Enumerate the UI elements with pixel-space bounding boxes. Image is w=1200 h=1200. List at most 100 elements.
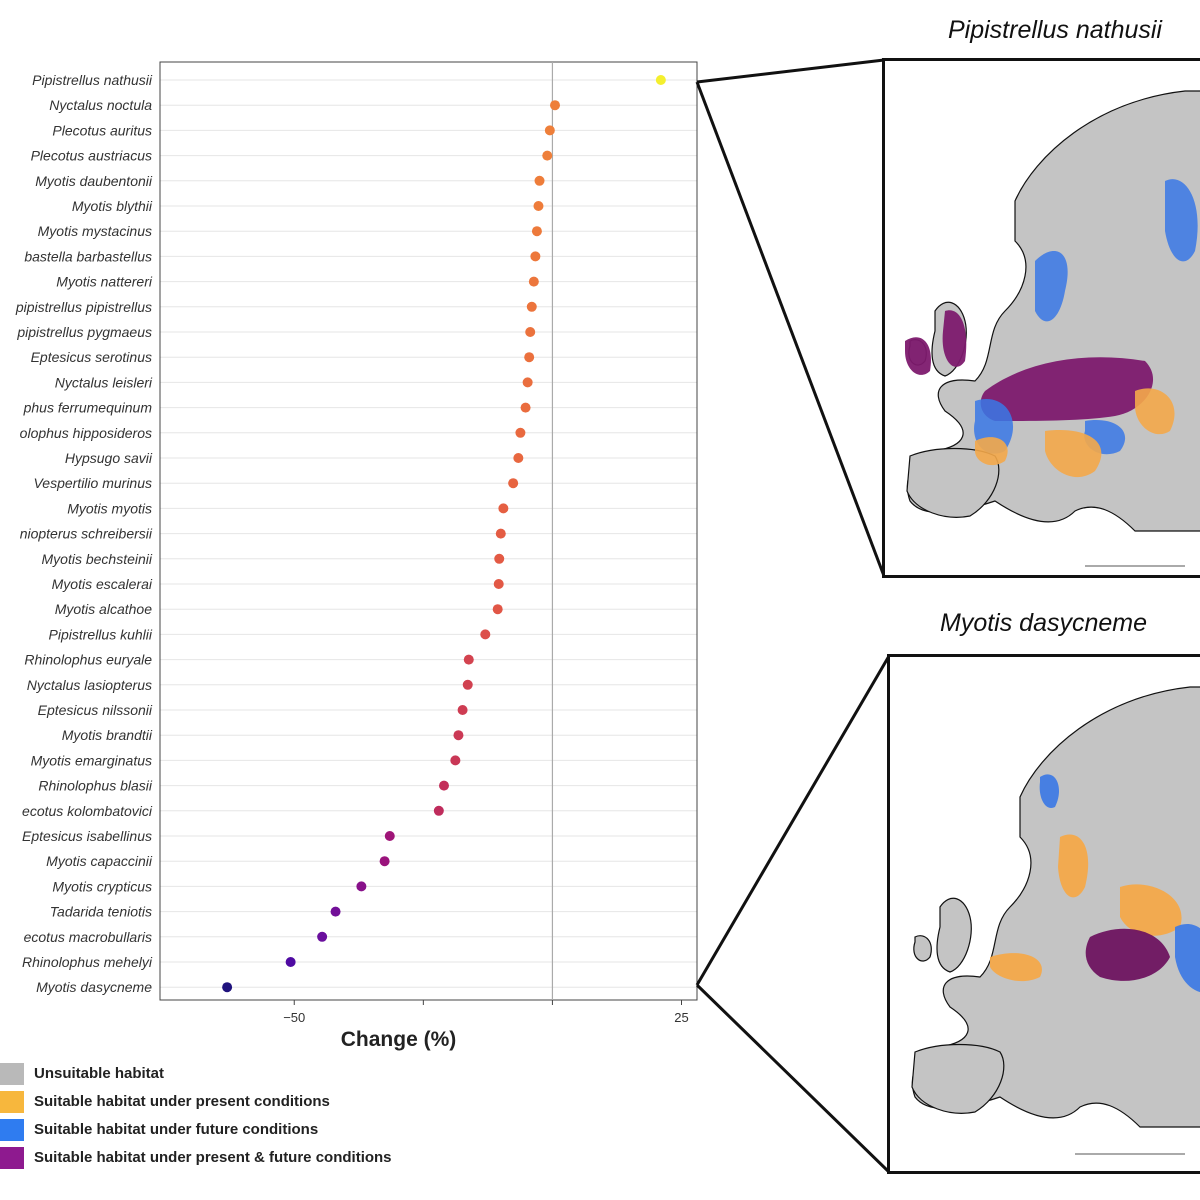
species-label: Pipistrellus kuhlii [49,626,153,642]
data-point [533,201,544,211]
species-label: Eptesicus serotinus [31,349,152,365]
species-labels: Pipistrellus nathusii Nyctalus noctula Ple… [15,72,153,995]
habitat-orange [975,388,1175,478]
habitat-blue [974,179,1198,455]
species-label: Myotis dasycneme [36,979,152,995]
data-point [525,327,536,337]
data-point [513,453,524,463]
data-point [438,780,449,791]
species-label: ecotus kolombatovici [22,803,153,819]
species-label: Myotis alcathoe [55,601,152,617]
map-title-bottom: Myotis dasycneme [940,609,1148,637]
species-label: pipistrellus pipistrellus [15,299,152,315]
data-point [494,553,505,564]
habitat-blue [1039,774,1200,993]
data-point [544,125,555,136]
species-label: Tadarida teniotis [50,904,152,920]
x-tick-label: −50 [283,1010,305,1025]
data-point [495,528,506,539]
species-label: pipistrellus pygmaeus [16,324,152,340]
species-label: Vespertilio murinus [33,475,152,491]
species-label: Myotis crypticus [52,878,152,894]
data-points [222,75,666,993]
species-label: Plecotus auritus [52,122,152,138]
data-point [480,629,491,640]
x-axis-ticks: −50 25 [283,1000,689,1025]
connector-bottom-upper [695,655,891,986]
iberia [911,1043,1005,1114]
data-point [515,427,526,438]
iberia [906,447,1000,518]
data-point [330,906,341,917]
data-point [433,805,444,816]
species-label: Myotis nattereri [56,274,153,290]
species-label: Myotis brandtii [62,727,153,743]
europe-map-top [905,90,1200,567]
species-label: Myotis emarginatus [31,752,152,768]
species-label: Myotis daubentonii [35,173,153,189]
data-point [317,931,328,942]
data-point [285,957,296,967]
species-label: Rhinolophus euryale [24,652,152,668]
data-point [457,705,468,715]
species-label: Myotis capaccinii [46,853,153,869]
connector-top-lower [695,81,886,577]
legend-label: Suitable habitat under present & future … [34,1149,392,1166]
species-label: ecotus macrobullaris [24,929,152,945]
species-label: niopterus schreibersii [20,526,153,542]
data-point [526,301,537,312]
x-tick-label: 25 [674,1010,688,1025]
europe-map-bottom [911,686,1200,1155]
map-title-top: Pipistrellus nathusii [948,16,1162,44]
data-point [520,402,531,413]
data-point [356,881,367,892]
species-label: Rhinolophus blasii [38,778,153,794]
legend-label: Suitable habitat under future conditions [34,1121,319,1138]
legend-label: Unsuitable habitat [34,1065,165,1082]
habitat-purple [905,310,1154,421]
data-point [508,478,519,489]
data-point [522,377,533,388]
data-point [492,604,503,615]
legend-label: Suitable habitat under present condition… [34,1093,330,1110]
species-label: bastella barbastellus [24,248,152,264]
data-point [493,579,504,589]
species-label: Eptesicus nilssonii [38,702,153,718]
data-point [222,982,233,993]
species-label: phus ferrumequinum [23,400,153,416]
legend-swatch-blue [0,1119,24,1141]
species-label: Nyctalus lasiopterus [27,677,152,693]
plot-border [159,61,698,1001]
species-label: Myotis escalerai [52,576,153,592]
data-point [450,755,461,766]
data-point [498,503,509,514]
map-myotis-dasycneme [887,654,1200,1174]
data-point [550,100,561,111]
gridlines [160,79,697,988]
connector-top-upper [696,58,885,84]
map-pipistrellus-nathusii [882,58,1200,578]
species-label: olophus hipposideros [20,425,152,441]
connector-bottom-lower [695,983,891,1174]
data-point [655,75,666,85]
data-point [528,276,539,287]
species-label: Myotis blythii [72,198,153,214]
species-label: Nyctalus noctula [49,97,152,113]
british-isles [913,897,972,973]
species-label: Rhinolophus mehelyi [22,954,153,970]
data-point [384,831,395,841]
species-label: Myotis bechsteinii [42,551,153,567]
species-label: Nyctalus leisleri [55,374,153,390]
habitat-orange [990,834,1182,982]
species-label: Pipistrellus nathusii [32,72,153,88]
legend-swatch-purple [0,1147,24,1169]
species-label: Plecotus austriacus [31,148,152,164]
species-label: Myotis mystacinus [38,223,152,239]
data-point [542,150,553,161]
habitat-purple [1085,928,1170,981]
data-point [462,679,473,690]
legend-swatch-orange [0,1091,24,1113]
species-label: Myotis myotis [67,500,152,516]
species-label: Hypsugo savii [65,450,153,466]
